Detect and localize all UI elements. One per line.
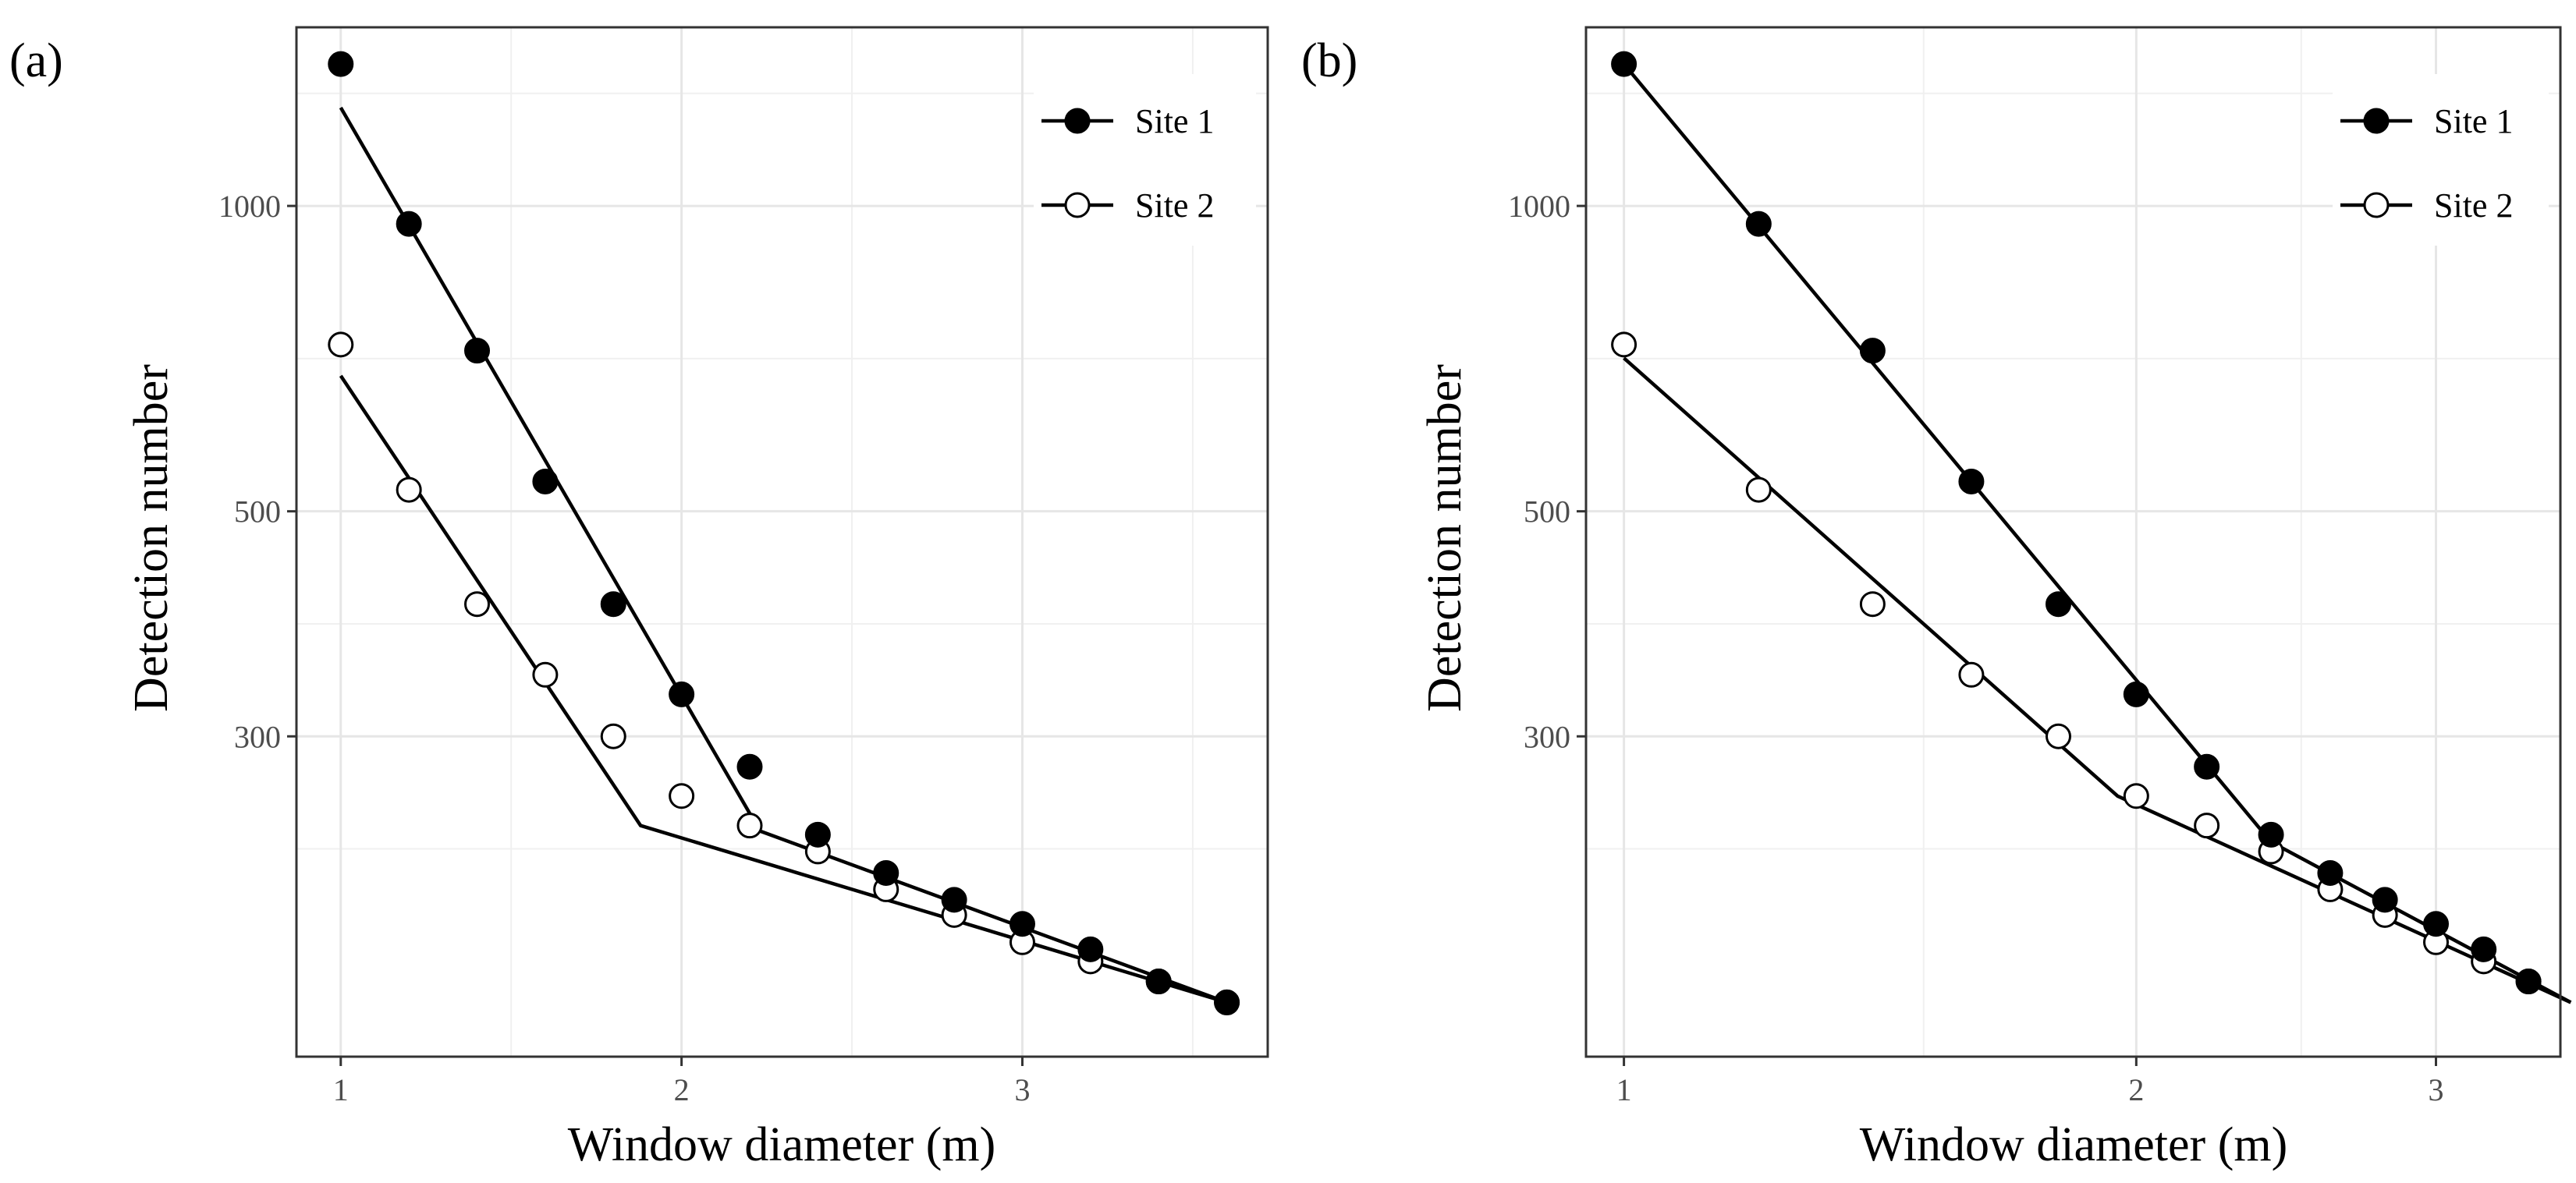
panel-b-points (1611, 51, 2542, 995)
panel-a-points (328, 51, 1240, 1015)
y-tick-label: 1000 (1508, 189, 1570, 224)
site-1-point (2317, 859, 2344, 886)
site-1-point (1745, 211, 1772, 237)
site-1-point (600, 591, 626, 618)
site-2-point (464, 591, 491, 618)
site-1-point (396, 211, 422, 237)
panel-a-label: (a) (9, 34, 63, 87)
legend-label-site-2: Site 2 (1135, 186, 1214, 225)
panel-a-ticks: 1 2 3 300 500 1000 (218, 189, 1030, 1107)
site-2-point (328, 331, 354, 358)
site-1-point (941, 887, 967, 913)
panel-a-frame (295, 26, 1269, 1058)
y-tick-label: 500 (1524, 494, 1570, 530)
site-1-point (1077, 936, 1104, 962)
panel-b-ticks: 1 2 3 300 500 1000 (1508, 189, 2444, 1107)
site-1-point (736, 753, 763, 780)
site-1-point (2515, 969, 2542, 995)
panel-a-legend: Site 1 Site 2 (1034, 74, 1256, 246)
site-1-point (804, 821, 831, 848)
legend-label-site-1: Site 1 (2434, 102, 2513, 140)
site-1-point (2372, 887, 2398, 913)
site-2-point (1745, 476, 1772, 503)
site-1-point (1859, 338, 1886, 364)
site-1-point (2423, 911, 2450, 937)
y-tick-label: 300 (234, 719, 281, 754)
site-1-point (669, 681, 695, 707)
x-tick-label: 1 (1616, 1072, 1632, 1107)
legend-marker-site-2 (1064, 192, 1091, 218)
legend-label-site-2: Site 2 (2434, 186, 2513, 225)
site-1-point (464, 338, 491, 364)
x-tick-label: 2 (2128, 1072, 2144, 1107)
site-1-point (2471, 936, 2497, 962)
legend-marker-site-2 (2363, 192, 2390, 218)
x-tick-label: 2 (674, 1072, 690, 1107)
panel-b-y-axis-title: Detection number (1418, 364, 1471, 712)
panel-b-frame (1584, 26, 2562, 1058)
site-2-point (532, 661, 559, 688)
site-2-point (600, 723, 626, 749)
y-tick-label: 300 (1524, 719, 1570, 754)
site-1-point (873, 859, 899, 886)
site-2-point (736, 813, 763, 839)
legend-label-site-1: Site 1 (1135, 102, 1214, 140)
x-tick-label: 3 (2429, 1072, 2444, 1107)
panel-b-legend: Site 1 Site 2 (2333, 74, 2549, 246)
site-1-point (532, 468, 559, 494)
site-2-point (669, 783, 695, 809)
panel-b-label: (b) (1301, 34, 1357, 87)
legend-marker-site-1 (1064, 108, 1091, 134)
panel-a-x-axis-title: Window diameter (m) (568, 1118, 995, 1171)
legend-marker-site-1 (2363, 108, 2390, 134)
panel-b-grid (1586, 27, 2560, 1057)
x-tick-label: 3 (1014, 1072, 1030, 1107)
site-1-point (1009, 911, 1035, 937)
x-tick-label: 1 (333, 1072, 349, 1107)
site-2-point (1859, 591, 1886, 618)
site-2-point (2123, 783, 2149, 809)
site-2-point (396, 476, 422, 503)
site-1-point (1611, 51, 1637, 77)
fit-line-site-2 (1623, 356, 2572, 1004)
legend-background (1034, 74, 1256, 246)
panel-b-x-axis-title: Window diameter (m) (1860, 1118, 2287, 1171)
legend-background (2333, 74, 2549, 246)
site-2-point (2046, 723, 2072, 749)
site-1-point (328, 51, 354, 77)
y-tick-label: 500 (234, 494, 281, 530)
site-1-point (2194, 753, 2220, 780)
site-2-point (1958, 661, 1985, 688)
y-tick-label: 1000 (218, 189, 281, 224)
site-1-point (2258, 821, 2284, 848)
panel-a-y-axis-title: Detection number (125, 364, 178, 712)
panel-b: (b) 1 2 3 300 500 1000 Site 1 Site 2 Window di… (1301, 26, 2572, 1171)
site-1-point (2046, 591, 2072, 618)
site-2-point (1611, 331, 1637, 358)
site-1-point (2123, 681, 2149, 707)
site-2-point (2194, 813, 2220, 839)
site-1-point (1958, 468, 1985, 494)
site-1-point (1214, 989, 1240, 1015)
site-1-point (1145, 969, 1172, 995)
panel-a: (a) 1 2 3 300 500 1000 Site 1 Site 2 Window di… (9, 26, 1269, 1171)
